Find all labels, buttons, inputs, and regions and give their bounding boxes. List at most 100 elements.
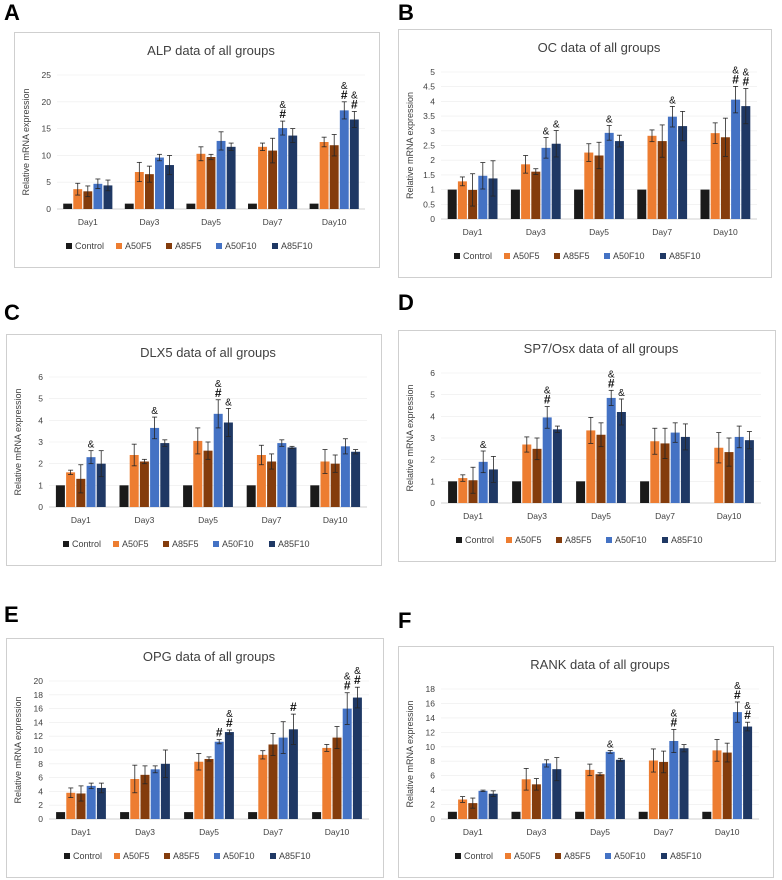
chart-c-bar-a85f10-day7 <box>287 447 297 507</box>
chart-c-ytick-label: 4 <box>38 415 43 425</box>
chart-e-annotation: # <box>344 679 351 693</box>
chart-f-bar-a85f5-day5 <box>595 774 605 819</box>
chart-c-bar-a85f10-day10 <box>351 451 361 507</box>
chart-f-annotation: & <box>607 739 614 750</box>
chart-e-bar-control-day3 <box>120 812 130 819</box>
chart-a-bar-a85f10-day5 <box>226 146 236 209</box>
chart-c-bar-control-day3 <box>119 485 129 507</box>
chart-f-legend-label-a50f5: A50F5 <box>514 851 541 861</box>
chart-c-xtick-label: Day10 <box>323 515 348 525</box>
chart-c-legend-label-a50f5: A50F5 <box>122 539 149 549</box>
chart-a-bar-a85f5-day5 <box>206 157 216 209</box>
chart-f-ytick-label: 8 <box>430 756 435 766</box>
chart-e-annotation: # <box>290 700 297 714</box>
chart-b-bar-a85f5-day7 <box>657 141 667 219</box>
chart-a-legend-swatch-control <box>66 243 72 249</box>
chart-d-legend-label-a50f10: A50F10 <box>615 535 647 545</box>
chart-d-bar-a85f5-day5 <box>596 434 606 503</box>
chart-a-bar-a50f10-day5 <box>216 140 226 209</box>
chart-e-ytick-label: 18 <box>34 690 44 700</box>
chart-e-xtick-label: Day5 <box>199 827 219 837</box>
chart-a-ytick-label: 0 <box>46 204 51 214</box>
chart-b-annotation: & <box>606 115 613 126</box>
chart-e-legend-swatch-a85f10 <box>270 853 276 859</box>
chart-d-bar-control-day7 <box>640 481 650 503</box>
chart-f-bar-a85f10-day10 <box>743 726 753 819</box>
chart-d-legend-label-a85f10: A85F10 <box>671 535 703 545</box>
chart-e-bar-a85f5-day1 <box>76 793 86 819</box>
chart-c-bar-a85f5-day10 <box>330 463 340 507</box>
chart-c-bar-a85f10-day1 <box>96 463 106 507</box>
chart-b-ytick-label: 4.5 <box>423 82 435 92</box>
chart-f-bar-control-day5 <box>575 811 585 819</box>
chart-a-annotation: & <box>341 81 348 92</box>
chart-b-bar-control-day1 <box>447 189 457 219</box>
chart-a-bar-a50f10-day1 <box>93 183 103 209</box>
chart-d-legend-label-control: Control <box>465 535 494 545</box>
chart-d-legend-swatch-a85f10 <box>662 537 668 543</box>
chart-e-legend-label-a85f5: A85F5 <box>173 851 200 861</box>
chart-f-bar-a50f5-day1 <box>458 799 468 819</box>
chart-f-ytick-label: 0 <box>430 814 435 824</box>
chart-c-xtick-label: Day7 <box>262 515 282 525</box>
chart-d-ytick-label: 6 <box>430 368 435 378</box>
chart-a-legend-label-control: Control <box>75 241 104 251</box>
chart-c-bar-a50f5-day3 <box>129 455 139 507</box>
chart-f-bar-control-day7 <box>638 811 648 819</box>
chart-f-legend-swatch-control <box>455 853 461 859</box>
chart-e-annotation: & <box>344 672 351 683</box>
panel-letter-a: A <box>4 0 20 25</box>
chart-d-bar-a85f10-day7 <box>680 436 690 503</box>
chart-e-annotation: & <box>354 666 361 677</box>
chart-f-bar-a50f5-day3 <box>521 779 531 819</box>
chart-e-ytick-label: 10 <box>34 745 44 755</box>
chart-f-bar-a50f5-day5 <box>585 769 595 819</box>
chart-d-bar-control-day1 <box>448 481 458 503</box>
chart-d-annotation: & <box>608 369 615 380</box>
chart-c-ylabel: Relative mRNA expression <box>13 388 23 495</box>
chart-d-bar-a85f10-day5 <box>616 412 626 503</box>
chart-d-annotation: # <box>608 376 615 390</box>
chart-d-ytick-label: 5 <box>430 390 435 400</box>
chart-rank: RANK data of all groups Relative mRNA exp… <box>398 646 774 878</box>
chart-c-annotation: & <box>225 397 232 408</box>
chart-b-ytick-label: 0 <box>430 214 435 224</box>
chart-c-annotation: & <box>215 379 222 390</box>
chart-d-annotation: & <box>618 388 625 399</box>
chart-f-ytick-label: 16 <box>426 698 436 708</box>
chart-b-ytick-label: 2 <box>430 155 435 165</box>
chart-b-legend-label-a50f10: A50F10 <box>613 251 645 261</box>
chart-b-bar-a50f10-day3 <box>541 147 551 219</box>
chart-b-bar-a50f5-day5 <box>584 152 594 219</box>
chart-c-legend-label-a85f10: A85F10 <box>278 539 310 549</box>
chart-a-xtick-label: Day7 <box>263 217 283 227</box>
chart-b-annotation: # <box>742 74 749 88</box>
chart-b-annotation: & <box>543 127 550 138</box>
chart-oc: OC data of all groups Relative mRNA expre… <box>398 29 772 278</box>
chart-sp7: SP7/Osx data of all groups Relative mRNA … <box>398 330 776 562</box>
chart-b-xtick-label: Day10 <box>713 227 738 237</box>
chart-b-ytick-label: 5 <box>430 67 435 77</box>
chart-d-ylabel: Relative mRNA expression <box>405 384 415 491</box>
chart-e-legend-swatch-a50f5 <box>114 853 120 859</box>
chart-c-bar-control-day10 <box>310 485 320 507</box>
chart-c-xtick-label: Day3 <box>134 515 154 525</box>
chart-d-legend-swatch-control <box>456 537 462 543</box>
chart-a-bar-a85f5-day10 <box>329 145 339 209</box>
chart-f-annotation: & <box>734 681 741 692</box>
chart-f-legend-swatch-a85f10 <box>661 853 667 859</box>
chart-f-ylabel: Relative mRNA expression <box>405 700 415 807</box>
chart-f-legend-label-control: Control <box>464 851 493 861</box>
chart-e-legend-swatch-a50f10 <box>214 853 220 859</box>
chart-f-title: RANK data of all groups <box>530 657 670 672</box>
chart-f-annotation: # <box>744 708 751 722</box>
chart-e-title: OPG data of all groups <box>143 649 276 664</box>
chart-c-bar-a50f10-day5 <box>213 413 223 507</box>
chart-b-bar-a50f5-day3 <box>521 164 531 219</box>
chart-a-annotation: # <box>279 107 286 121</box>
chart-d-bar-a85f10-day1 <box>488 469 498 503</box>
chart-a-bar-control-day1 <box>63 203 73 209</box>
chart-c-ytick-label: 3 <box>38 437 43 447</box>
chart-a-xtick-label: Day5 <box>201 217 221 227</box>
chart-a-bar-a85f5-day7 <box>268 150 278 209</box>
